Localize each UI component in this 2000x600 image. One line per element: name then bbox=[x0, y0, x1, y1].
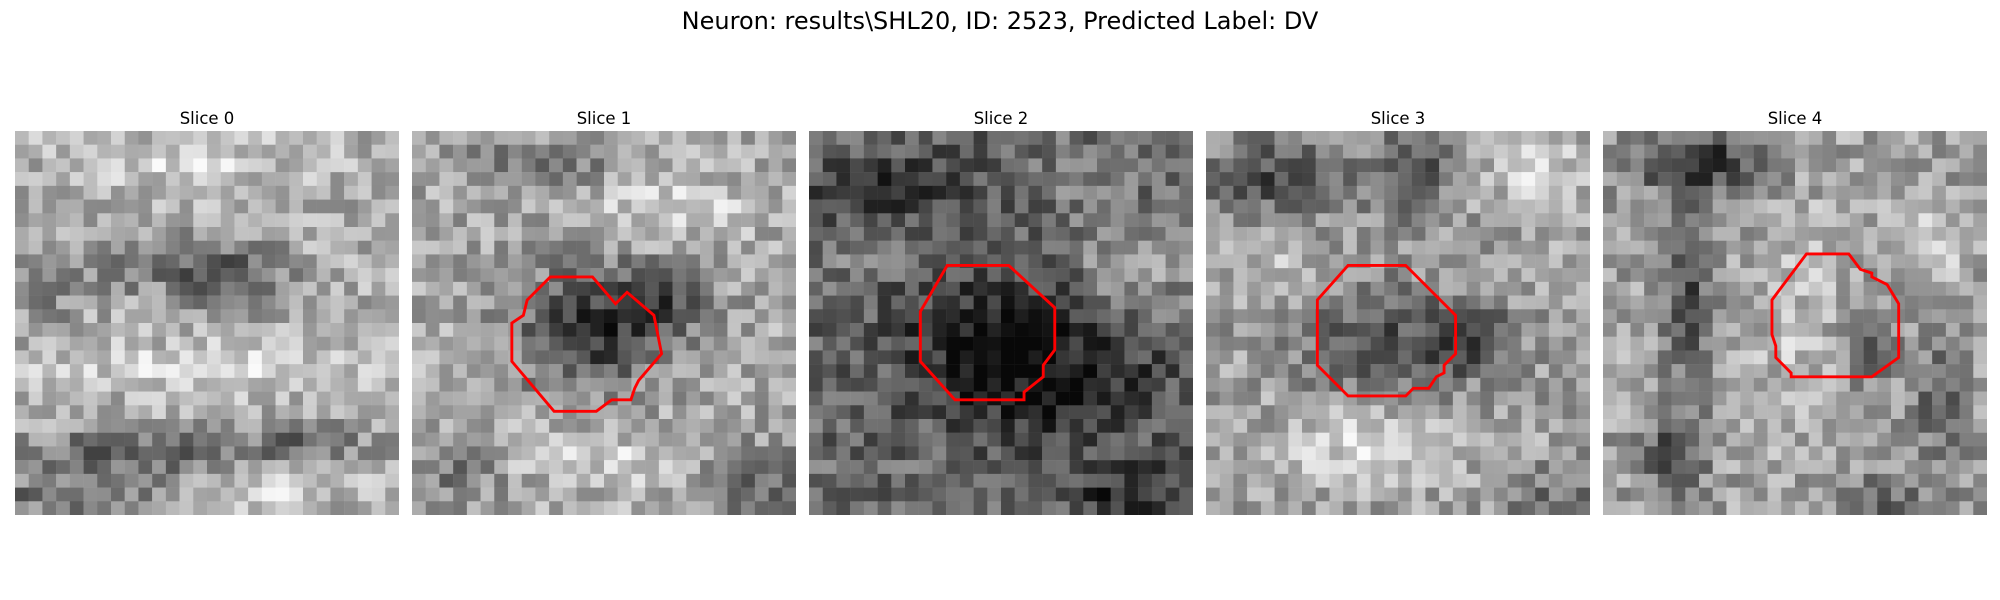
slice-panel-1: Slice 1 bbox=[412, 108, 796, 515]
neuron-contour bbox=[510, 275, 664, 413]
neuron-contour bbox=[1770, 252, 1901, 379]
pixel-grid bbox=[1603, 131, 1987, 515]
neuron-contour bbox=[1315, 263, 1458, 398]
slice-title: Slice 3 bbox=[1370, 109, 1426, 128]
slice-panel-4: Slice 4 bbox=[1603, 108, 1987, 515]
slice-image bbox=[1603, 131, 1987, 515]
slice-image bbox=[412, 131, 796, 515]
slice-panel-3: Slice 3 bbox=[1206, 108, 1590, 515]
pixel-grid bbox=[809, 131, 1193, 515]
slice-panel-0: Slice 0 bbox=[15, 108, 399, 515]
pixel-grid bbox=[1206, 131, 1590, 515]
slice-title: Slice 0 bbox=[179, 109, 235, 128]
slice-image bbox=[1206, 131, 1590, 515]
slice-title: Slice 4 bbox=[1767, 109, 1823, 128]
slice-panel-2: Slice 2 bbox=[809, 108, 1193, 515]
figure-title: Neuron: results\SHL20, ID: 2523, Predict… bbox=[681, 7, 1319, 35]
slice-title: Slice 1 bbox=[576, 109, 632, 128]
pixel-grid bbox=[15, 131, 399, 515]
pixel-grid bbox=[412, 131, 796, 515]
slice-title: Slice 2 bbox=[973, 109, 1029, 128]
neuron-contour bbox=[918, 263, 1057, 402]
slice-image bbox=[15, 131, 399, 515]
slice-image bbox=[809, 131, 1193, 515]
